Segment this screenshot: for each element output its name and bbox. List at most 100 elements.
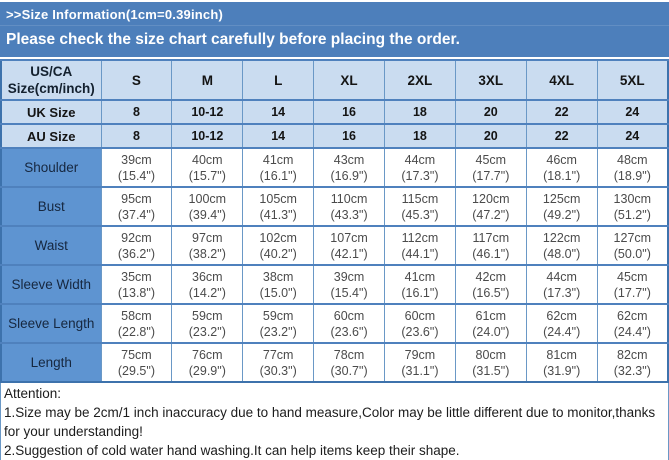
- measurement-row: Shoulder 39cm (15.4") 40cm (15.7"): [0, 147, 669, 188]
- value-inch: (22.8"): [117, 324, 155, 339]
- measurement-value: 59cm (23.2"): [171, 303, 244, 344]
- value-cm: 76cm: [192, 347, 223, 362]
- measurement-value: 38cm (15.0"): [242, 264, 315, 305]
- value-cm: 46cm: [546, 152, 577, 167]
- value-inch: (17.3"): [401, 168, 439, 183]
- measurement-value: 105cm (41.3"): [242, 186, 315, 227]
- measurement-value: 107cm (42.1"): [313, 225, 385, 266]
- value-cm: 44cm: [546, 269, 577, 284]
- measurement-value: 60cm (23.6"): [384, 303, 456, 344]
- value-inch: (24.4"): [613, 324, 651, 339]
- region-size-value: 10-12: [171, 123, 244, 149]
- value-inch: (42.1"): [330, 246, 368, 261]
- value-cm: 115cm: [401, 191, 439, 206]
- measurement-value: 58cm (22.8"): [100, 303, 173, 344]
- measurement-row: Waist 92cm (36.2") 97cm (38.2"): [0, 225, 669, 266]
- value-cm: 39cm: [121, 152, 152, 167]
- value-cm: 39cm: [333, 269, 365, 284]
- banner-title: >>Size Information(1cm=0.39inch): [0, 2, 669, 26]
- value-inch: (15.0"): [259, 285, 297, 300]
- value-cm: 95cm: [121, 191, 152, 206]
- region-size-value: 14: [242, 123, 315, 149]
- region-size-value: 22: [525, 99, 598, 125]
- measurement-value: 41cm (16.1"): [242, 147, 315, 188]
- value-inch: (51.2"): [613, 207, 651, 222]
- value-cm: 58cm: [121, 308, 152, 323]
- measurement-value: 48cm (18.9"): [596, 147, 669, 188]
- measurement-value: 41cm (16.1"): [384, 264, 456, 305]
- value-cm: 80cm: [475, 347, 507, 362]
- measurement-value: 127cm (50.0"): [596, 225, 669, 266]
- value-inch: (37.4"): [117, 207, 155, 222]
- value-inch: (38.2"): [188, 246, 226, 261]
- measurement-row: Sleeve Width 35cm (13.8") 36cm (14.2"): [0, 264, 669, 305]
- measurement-label: Sleeve Width: [0, 264, 102, 305]
- value-inch: (18.1"): [543, 168, 581, 183]
- measurement-value: 45cm (17.7"): [596, 264, 669, 305]
- measurement-value: 60cm (23.6"): [313, 303, 385, 344]
- measurement-label: Length: [0, 342, 102, 383]
- value-inch: (15.4"): [117, 168, 155, 183]
- measurement-value: 92cm (36.2"): [100, 225, 173, 266]
- value-cm: 45cm: [475, 152, 507, 167]
- attention-line-1: 1.Size may be 2cm/1 inch inaccuracy due …: [4, 405, 656, 439]
- measurement-label: Sleeve Length: [0, 303, 102, 344]
- value-inch: (39.4"): [188, 207, 226, 222]
- value-cm: 41cm: [404, 269, 436, 284]
- measurement-value: 44cm (17.3"): [525, 264, 598, 305]
- value-inch: (23.6"): [330, 324, 368, 339]
- value-inch: (36.2"): [117, 246, 155, 261]
- measurement-value: 125cm (49.2"): [525, 186, 598, 227]
- measurement-value: 112cm (44.1"): [384, 225, 456, 266]
- value-inch: (16.5"): [472, 285, 510, 300]
- value-inch: (44.1"): [401, 246, 439, 261]
- size-column-header: 4XL: [525, 59, 598, 101]
- value-cm: 107cm: [330, 230, 368, 245]
- value-cm: 41cm: [262, 152, 294, 167]
- value-inch: (14.2"): [188, 285, 226, 300]
- measurement-value: 117cm (46.1"): [454, 225, 527, 266]
- value-cm: 38cm: [262, 269, 294, 284]
- size-column-header: M: [171, 59, 244, 101]
- value-cm: 97cm: [192, 230, 223, 245]
- value-inch: (23.2"): [188, 324, 226, 339]
- measurement-value: 75cm (29.5"): [100, 342, 173, 383]
- corner-header-line2: Size(cm/inch): [7, 81, 95, 96]
- value-inch: (29.9"): [188, 363, 226, 378]
- measurement-label: Shoulder: [0, 147, 102, 188]
- size-column-header: S: [100, 59, 173, 101]
- measurement-value: 42cm (16.5"): [454, 264, 527, 305]
- corner-header-line1: US/CA: [30, 64, 73, 79]
- measurement-row: Bust 95cm (37.4") 100cm (39.4"): [0, 186, 669, 227]
- value-inch: (32.3"): [613, 363, 651, 378]
- corner-header: US/CA Size(cm/inch): [0, 59, 102, 101]
- measurement-value: 120cm (47.2"): [454, 186, 527, 227]
- value-cm: 44cm: [404, 152, 436, 167]
- value-cm: 45cm: [617, 269, 648, 284]
- region-size-value: 16: [313, 123, 385, 149]
- measurement-value: 39cm (15.4"): [313, 264, 385, 305]
- attention-section: Attention: 1.Size may be 2cm/1 inch inac…: [0, 383, 669, 460]
- value-inch: (18.9"): [613, 168, 651, 183]
- measurement-value: 115cm (45.3"): [384, 186, 456, 227]
- region-size-value: 10-12: [171, 99, 244, 125]
- value-cm: 61cm: [475, 308, 507, 323]
- region-size-value: 20: [454, 123, 527, 149]
- value-inch: (41.3"): [259, 207, 297, 222]
- value-cm: 43cm: [333, 152, 365, 167]
- measurement-value: 79cm (31.1"): [384, 342, 456, 383]
- measurement-value: 81cm (31.9"): [525, 342, 598, 383]
- value-cm: 120cm: [472, 191, 510, 206]
- measurement-value: 77cm (30.3"): [242, 342, 315, 383]
- measurement-value: 59cm (23.2"): [242, 303, 315, 344]
- value-cm: 78cm: [333, 347, 365, 362]
- value-inch: (24.0"): [472, 324, 510, 339]
- region-size-value: 20: [454, 99, 527, 125]
- value-cm: 130cm: [613, 191, 652, 206]
- region-size-value: 14: [242, 99, 315, 125]
- value-inch: (16.1"): [259, 168, 297, 183]
- banner-notice: Please check the size chart carefully be…: [6, 31, 460, 48]
- measurement-value: 110cm (43.3"): [313, 186, 385, 227]
- measurement-value: 35cm (13.8"): [100, 264, 173, 305]
